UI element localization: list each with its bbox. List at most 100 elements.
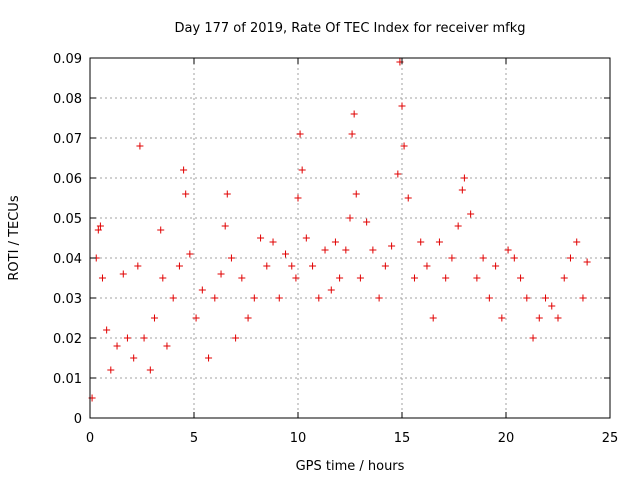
data-point xyxy=(350,110,358,118)
data-point xyxy=(529,334,537,342)
data-point xyxy=(458,186,466,194)
data-point xyxy=(435,238,443,246)
data-point xyxy=(119,270,127,278)
y-tick-label: 0 xyxy=(74,412,82,427)
x-tick-labels: 0 5 10 15 20 25 xyxy=(86,431,618,446)
data-point xyxy=(180,166,188,174)
data-point xyxy=(150,314,158,322)
data-point xyxy=(517,274,525,282)
data-point xyxy=(342,246,350,254)
data-point xyxy=(269,238,277,246)
data-point xyxy=(223,190,231,198)
data-point xyxy=(238,274,246,282)
data-point xyxy=(429,314,437,322)
y-tick-label: 0.09 xyxy=(53,52,82,67)
data-point xyxy=(381,262,389,270)
data-point xyxy=(348,130,356,138)
data-point xyxy=(309,262,317,270)
data-point xyxy=(560,274,568,282)
y-tick-labels: 0 0.01 0.02 0.03 0.04 0.05 0.06 0.07 0.08 0.09 xyxy=(53,52,82,427)
data-point xyxy=(186,250,194,258)
data-point xyxy=(292,274,300,282)
data-point xyxy=(205,354,213,362)
grid-lines xyxy=(90,58,610,418)
data-point xyxy=(96,222,104,230)
x-axis-label: GPS time / hours xyxy=(296,459,405,474)
data-point xyxy=(275,294,283,302)
data-point xyxy=(460,174,468,182)
data-point xyxy=(400,142,408,150)
data-point xyxy=(356,274,364,282)
data-point xyxy=(175,262,183,270)
data-point xyxy=(579,294,587,302)
data-point xyxy=(146,366,154,374)
data-point xyxy=(169,294,177,302)
data-point xyxy=(327,286,335,294)
data-point xyxy=(510,254,518,262)
data-points xyxy=(88,58,591,402)
data-point xyxy=(315,294,323,302)
data-point xyxy=(107,366,115,374)
data-point xyxy=(302,234,310,242)
data-point xyxy=(504,246,512,254)
data-point xyxy=(542,294,550,302)
chart-title: Day 177 of 2019, Rate Of TEC Index for r… xyxy=(175,21,526,36)
data-point xyxy=(485,294,493,302)
data-point xyxy=(394,170,402,178)
data-point xyxy=(250,294,258,302)
data-point xyxy=(134,262,142,270)
data-point xyxy=(548,302,556,310)
data-point xyxy=(103,326,111,334)
data-point xyxy=(369,246,377,254)
data-point xyxy=(244,314,252,322)
data-point xyxy=(404,194,412,202)
data-point xyxy=(336,274,344,282)
data-point xyxy=(573,238,581,246)
data-point xyxy=(410,274,418,282)
data-point xyxy=(123,334,131,342)
data-point xyxy=(473,274,481,282)
x-tick-label: 25 xyxy=(602,431,619,446)
data-point xyxy=(159,274,167,282)
data-point xyxy=(454,222,462,230)
data-point xyxy=(363,218,371,226)
data-point xyxy=(217,270,225,278)
y-tick-label: 0.04 xyxy=(53,252,82,267)
data-point xyxy=(232,334,240,342)
data-point xyxy=(498,314,506,322)
y-tick-label: 0.08 xyxy=(53,92,82,107)
data-point xyxy=(221,222,229,230)
data-point xyxy=(182,190,190,198)
data-point xyxy=(298,166,306,174)
data-point xyxy=(211,294,219,302)
data-point xyxy=(136,142,144,150)
data-point xyxy=(352,190,360,198)
data-point xyxy=(263,262,271,270)
data-point xyxy=(192,314,200,322)
data-point xyxy=(113,342,121,350)
x-tick-label: 5 xyxy=(190,431,198,446)
data-point xyxy=(566,254,574,262)
data-point xyxy=(554,314,562,322)
data-point xyxy=(321,246,329,254)
x-tick-label: 10 xyxy=(290,431,307,446)
data-point xyxy=(346,214,354,222)
data-point xyxy=(417,238,425,246)
data-point xyxy=(140,334,148,342)
data-point xyxy=(294,194,302,202)
y-tick-label: 0.01 xyxy=(53,372,82,387)
y-tick-label: 0.03 xyxy=(53,292,82,307)
data-point xyxy=(583,258,591,266)
data-point xyxy=(523,294,531,302)
data-point xyxy=(94,226,102,234)
data-point xyxy=(479,254,487,262)
data-point xyxy=(257,234,265,242)
y-tick-label: 0.06 xyxy=(53,172,82,187)
data-point xyxy=(398,102,406,110)
data-point xyxy=(98,274,106,282)
data-point xyxy=(157,226,165,234)
data-point xyxy=(492,262,500,270)
x-tick-label: 20 xyxy=(498,431,515,446)
data-point xyxy=(130,354,138,362)
